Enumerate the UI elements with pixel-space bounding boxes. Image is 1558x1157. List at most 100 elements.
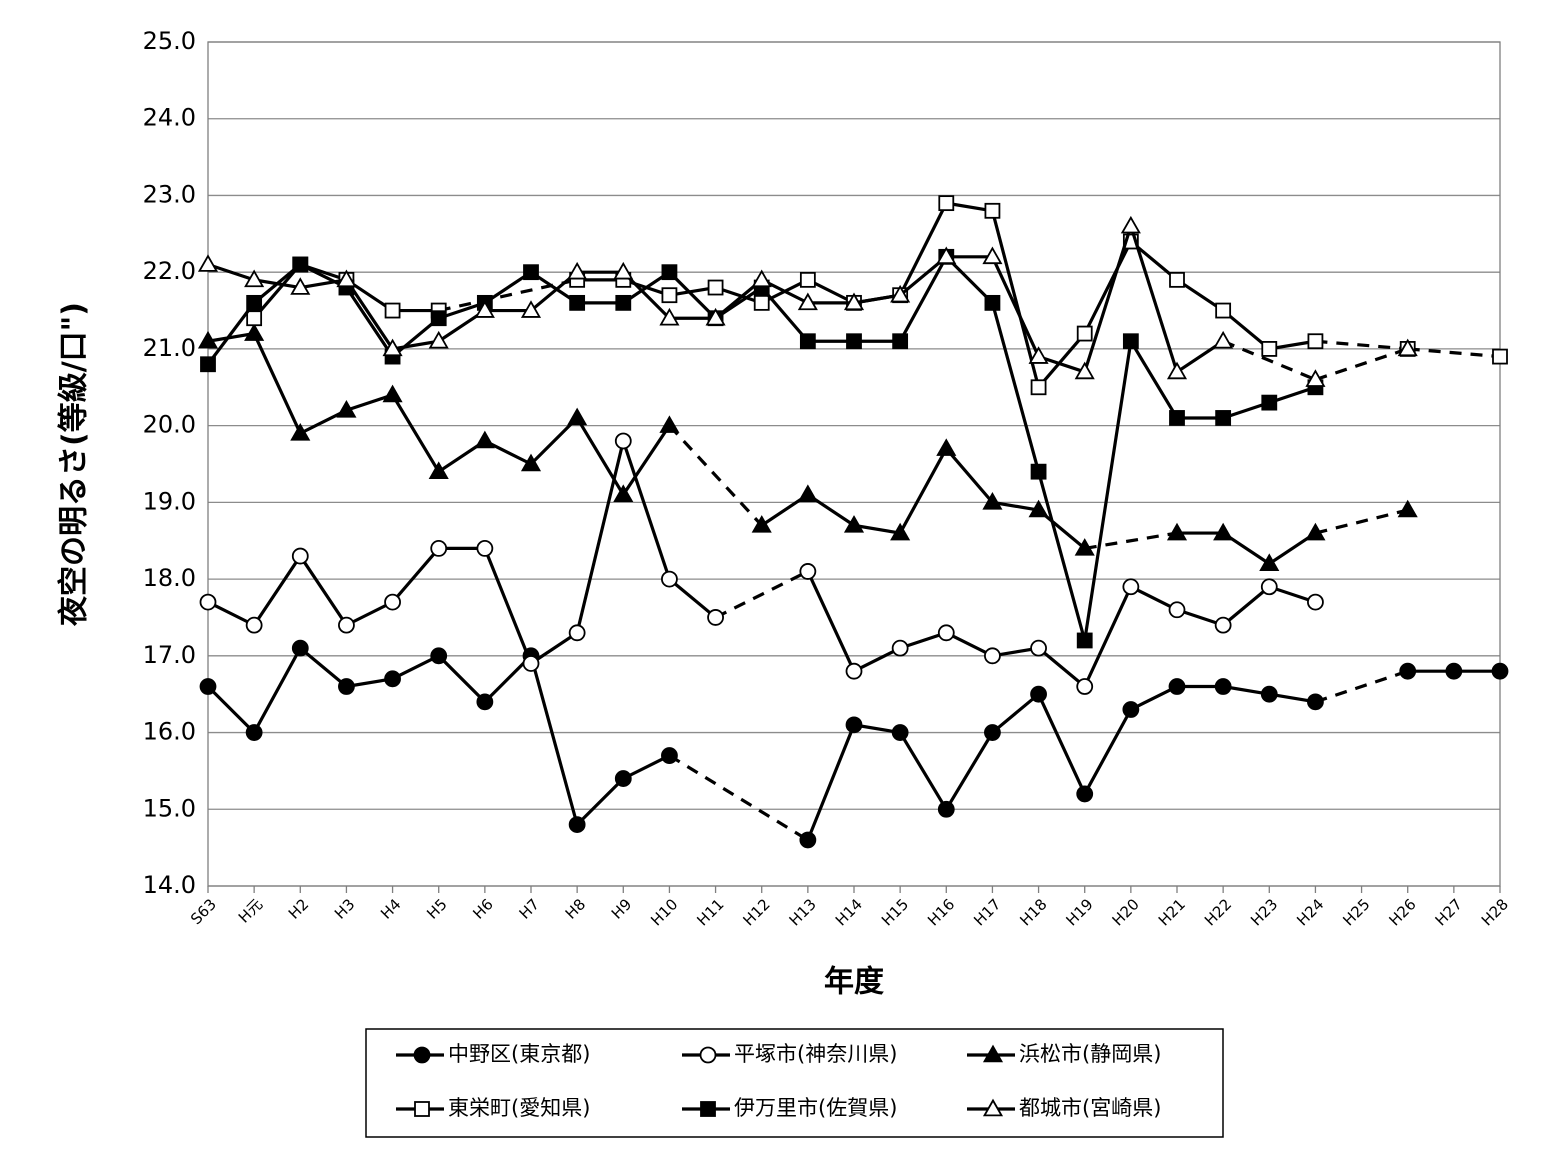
data-point	[428, 461, 449, 479]
data-point	[937, 800, 955, 818]
legend-label: 中野区(東京都)	[448, 1042, 590, 1066]
series-segment	[990, 302, 1041, 473]
data-point	[338, 678, 355, 695]
data-point	[1030, 685, 1047, 703]
series-segment	[898, 202, 948, 296]
data-point	[1168, 601, 1186, 619]
data-point	[891, 639, 909, 657]
series-gap-segment	[1084, 531, 1178, 550]
legend-label: 伊万里市(佐賀県)	[734, 1096, 897, 1120]
data-point	[1030, 639, 1047, 657]
series-segment	[621, 440, 671, 580]
series-segment	[206, 301, 256, 366]
series-segment	[622, 754, 671, 781]
data-point	[245, 616, 263, 634]
legend-box	[365, 1028, 1224, 1138]
data-point	[384, 302, 401, 319]
data-point	[290, 277, 311, 295]
data-point	[845, 662, 863, 680]
x-tick-label: H5	[423, 895, 450, 922]
data-point	[890, 522, 911, 541]
data-point	[1214, 616, 1232, 634]
series-segment	[806, 724, 856, 841]
data-point	[984, 724, 1001, 741]
data-point	[1028, 346, 1049, 364]
data-point	[569, 294, 586, 311]
data-point	[430, 540, 448, 557]
series-gap-segment	[1407, 347, 1501, 359]
legend-label: 東栄町(愛知県)	[448, 1096, 590, 1120]
data-point	[382, 338, 403, 357]
data-point	[661, 747, 678, 764]
data-point	[1169, 410, 1185, 426]
data-point	[244, 269, 265, 288]
series-segment	[575, 417, 625, 496]
series-segment	[483, 547, 533, 665]
data-point	[659, 415, 680, 433]
data-point	[984, 647, 1001, 665]
series-2	[199, 432, 1324, 695]
series-gap-segment	[1315, 508, 1409, 535]
legend-item: 都城市(宮崎県)	[967, 1096, 1161, 1120]
data-point	[938, 195, 955, 212]
x-tick-label: H25	[1339, 895, 1373, 929]
legend-marker	[413, 1046, 431, 1064]
plot-area	[207, 41, 1501, 887]
data-point	[476, 540, 494, 557]
data-point	[1213, 522, 1234, 541]
x-tick-label: H6	[469, 895, 496, 922]
series-segment	[1083, 225, 1133, 373]
series-segment	[207, 600, 255, 627]
data-point	[1120, 215, 1141, 234]
x-tick-label: H14	[832, 895, 866, 929]
x-tick-label: H20	[1109, 895, 1143, 929]
series-segment	[345, 600, 394, 627]
data-point	[1259, 553, 1280, 572]
series-segment	[252, 332, 302, 434]
data-point	[1397, 499, 1418, 518]
series-gap-segment	[668, 754, 809, 842]
x-tick-label: H4	[377, 895, 404, 922]
data-point	[384, 670, 401, 688]
data-point	[568, 624, 586, 642]
series-segment	[1037, 332, 1086, 389]
series-segment	[945, 631, 994, 658]
data-point	[520, 453, 542, 472]
x-tick-label: H18	[1016, 895, 1050, 929]
series-gap-segment	[1315, 339, 1408, 351]
data-point	[1122, 578, 1140, 596]
x-tick-label: H3	[331, 895, 358, 922]
data-point	[1076, 632, 1093, 649]
series-gap-segment	[438, 278, 578, 313]
series-segment	[853, 523, 901, 535]
series-segment	[1083, 240, 1133, 335]
series-segment	[207, 262, 255, 282]
data-point	[1307, 333, 1324, 350]
data-point	[291, 547, 309, 565]
data-point	[799, 333, 816, 350]
data-point	[984, 294, 1001, 311]
data-point	[1305, 369, 1326, 387]
data-point	[200, 356, 216, 373]
series-segment	[898, 731, 948, 811]
series-segment	[206, 685, 256, 734]
y-tick-label: 22.0	[143, 257, 196, 285]
series-segment	[944, 731, 994, 811]
data-point	[615, 294, 632, 311]
data-point	[1122, 701, 1140, 718]
data-point	[1399, 662, 1417, 680]
data-point	[1445, 662, 1463, 680]
series-segment	[252, 647, 302, 734]
data-point	[522, 655, 540, 672]
series-segment	[392, 339, 439, 351]
x-tick-label: H7	[516, 895, 543, 922]
series-gap-segment	[668, 424, 763, 527]
data-point	[982, 246, 1003, 265]
legend: 中野区(東京都) 平塚市(神奈川県) 浜松市(静岡県) 東栄町(愛知県) 伊万里市(佐賀…	[396, 1042, 1161, 1120]
series-segment	[991, 692, 1040, 734]
legend-marker	[700, 1101, 716, 1117]
data-point	[245, 724, 263, 741]
data-point	[890, 284, 911, 303]
x-tick-label: H10	[647, 895, 681, 929]
